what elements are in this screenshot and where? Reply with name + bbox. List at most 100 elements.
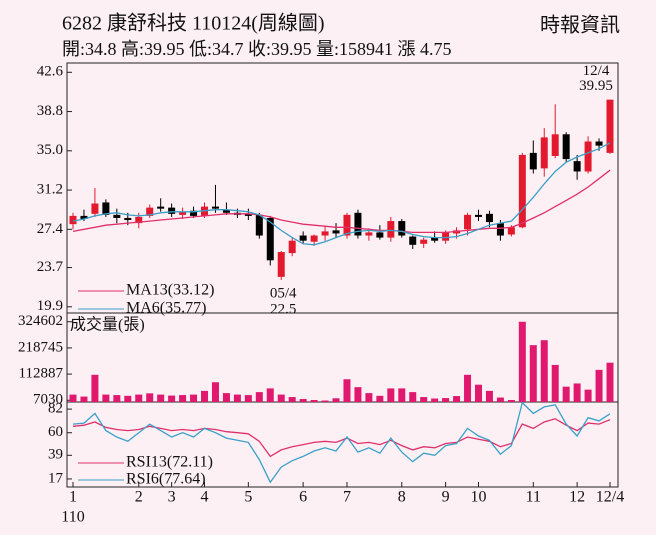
candle-body (91, 203, 99, 214)
candle-body (496, 223, 504, 236)
bar (135, 394, 143, 402)
legend-label: MA6(35.77) (126, 300, 206, 317)
y-tick-label: 324602 (18, 313, 63, 329)
candle-body (332, 230, 340, 234)
y-tick-label: 17 (48, 470, 64, 486)
candle-body (157, 206, 165, 209)
candle-body (80, 215, 88, 219)
candle-body (529, 152, 537, 170)
candle-body (69, 215, 77, 225)
bar (222, 393, 230, 402)
bar (573, 383, 581, 402)
bar (365, 393, 373, 402)
bar (157, 394, 165, 402)
bar (288, 397, 296, 402)
y-tick-label: 38.8 (37, 103, 63, 119)
candle-body (431, 237, 439, 241)
bar (310, 400, 318, 402)
annotation: 12/4 (583, 63, 610, 79)
candle-body (179, 211, 187, 215)
bar (201, 390, 209, 402)
bar (146, 393, 154, 402)
bar (529, 345, 537, 402)
candle-body (562, 134, 570, 160)
line-series (72, 169, 611, 234)
bar (354, 387, 362, 402)
candle-body (376, 232, 384, 238)
bar (332, 398, 340, 402)
candle-body (266, 217, 274, 261)
candle-body (365, 232, 373, 236)
bar (507, 400, 515, 402)
candle-body (222, 209, 230, 213)
y-tick-label: 39 (48, 447, 63, 463)
y-tick-label: 35.0 (37, 142, 63, 158)
bar (80, 396, 88, 402)
y-tick-label: 31.2 (37, 182, 63, 198)
candle-body (211, 206, 219, 209)
y-tick-label: 60 (48, 424, 63, 440)
candle-body (573, 161, 581, 172)
bar (321, 400, 329, 402)
chart-title: 6282 康舒科技 110124(周線圖) (62, 12, 325, 35)
annotation: 22.5 (270, 301, 296, 317)
x-tick-label: 11 (526, 489, 541, 506)
candle-body (540, 137, 548, 169)
y-tick-label: 42.6 (37, 64, 64, 80)
y-tick-label: 27.4 (37, 221, 64, 237)
candle-body (409, 236, 417, 245)
candle-body (398, 221, 406, 236)
bar (299, 399, 307, 402)
candle-body (442, 232, 450, 241)
x-tick-label: 2 (135, 489, 143, 506)
bar (485, 390, 493, 402)
x-tick-label: 4 (201, 489, 209, 506)
x-tick-label: 12/4 (596, 489, 624, 506)
bar (496, 397, 504, 402)
candle-body (518, 154, 526, 228)
bar (343, 379, 351, 402)
candle-body (310, 235, 318, 242)
x-year-label: 110 (61, 509, 84, 526)
source: 時報資訊 (540, 14, 620, 37)
candle-body (507, 227, 515, 235)
candle-body (113, 214, 121, 218)
candle-body (551, 134, 559, 156)
bar (518, 321, 526, 402)
candle-body (146, 207, 154, 216)
x-tick-label: 9 (442, 489, 450, 506)
legend-label: RSI13(72.11) (126, 454, 213, 471)
candle-body (288, 240, 296, 254)
bar (398, 388, 406, 402)
bar (244, 395, 252, 402)
x-tick-label: 10 (470, 489, 486, 506)
y-tick-label: 112887 (19, 366, 64, 382)
candle-body (299, 235, 307, 241)
plot-frame (66, 62, 619, 488)
bar (376, 395, 384, 402)
candle-body (124, 217, 132, 221)
bar (69, 394, 77, 402)
candle-body (343, 214, 351, 236)
y-tick-label: 218745 (18, 339, 63, 355)
x-tick-label: 7 (343, 489, 351, 506)
candle-body (135, 216, 143, 224)
bar (540, 340, 548, 402)
candle-body (102, 202, 110, 215)
bar (551, 364, 559, 402)
candle-body (321, 231, 329, 236)
bar (168, 395, 176, 402)
line-series (72, 142, 611, 246)
bar (562, 386, 570, 402)
y-tick-label: 7030 (33, 392, 63, 408)
legend-label: RSI6(77.64) (126, 471, 206, 488)
bar (102, 394, 110, 402)
candle-body (190, 210, 198, 216)
bar (453, 396, 461, 402)
bar (113, 395, 121, 402)
bar (584, 389, 592, 402)
bar (277, 394, 285, 402)
x-tick-label: 3 (168, 489, 176, 506)
candle-body (420, 239, 428, 244)
